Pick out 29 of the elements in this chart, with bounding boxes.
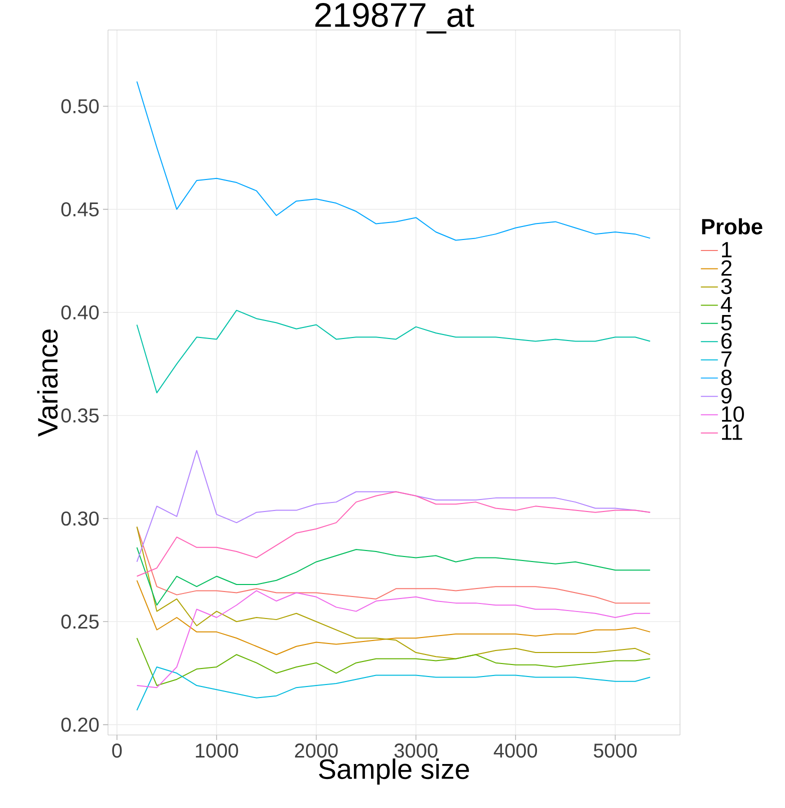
y-tick-label: 0.35 — [61, 408, 99, 423]
x-tick-label: 5000 — [594, 744, 637, 758]
y-tick-label: 0.30 — [61, 511, 99, 526]
legend-title: Probe — [702, 218, 762, 234]
y-tick-label: 0.20 — [61, 718, 99, 732]
legend-label: 1 — [722, 242, 732, 258]
y-axis-title: Variance — [37, 330, 58, 437]
legend-label: 7 — [721, 352, 732, 367]
y-tick-label: 0.45 — [61, 202, 99, 216]
y-tick-label: 0.40 — [61, 305, 99, 320]
legend-label: 5 — [721, 315, 732, 330]
legend-label: 10 — [722, 406, 744, 422]
legend-label: 9 — [721, 388, 732, 404]
y-tick-label: 0.25 — [61, 614, 99, 629]
legend-label: 4 — [720, 296, 732, 312]
legend-label: 8 — [721, 370, 732, 386]
x-tick-label: 1000 — [196, 744, 238, 758]
x-tick-label: 3000 — [394, 744, 438, 758]
x-tick-label: 2000 — [295, 744, 338, 758]
y-tick-label: 0.50 — [61, 99, 99, 114]
legend-label: 2 — [721, 260, 732, 276]
legend-label: 3 — [721, 278, 732, 294]
legend-label: 6 — [721, 333, 732, 349]
legend-label: 11 — [722, 424, 742, 440]
x-axis-title: Sample size — [319, 758, 469, 785]
x-tick-label: 0 — [112, 744, 122, 758]
chart-title: 219877_at — [315, 3, 474, 34]
line-series — [136, 81, 651, 241]
x-tick-label: 4000 — [494, 744, 538, 758]
